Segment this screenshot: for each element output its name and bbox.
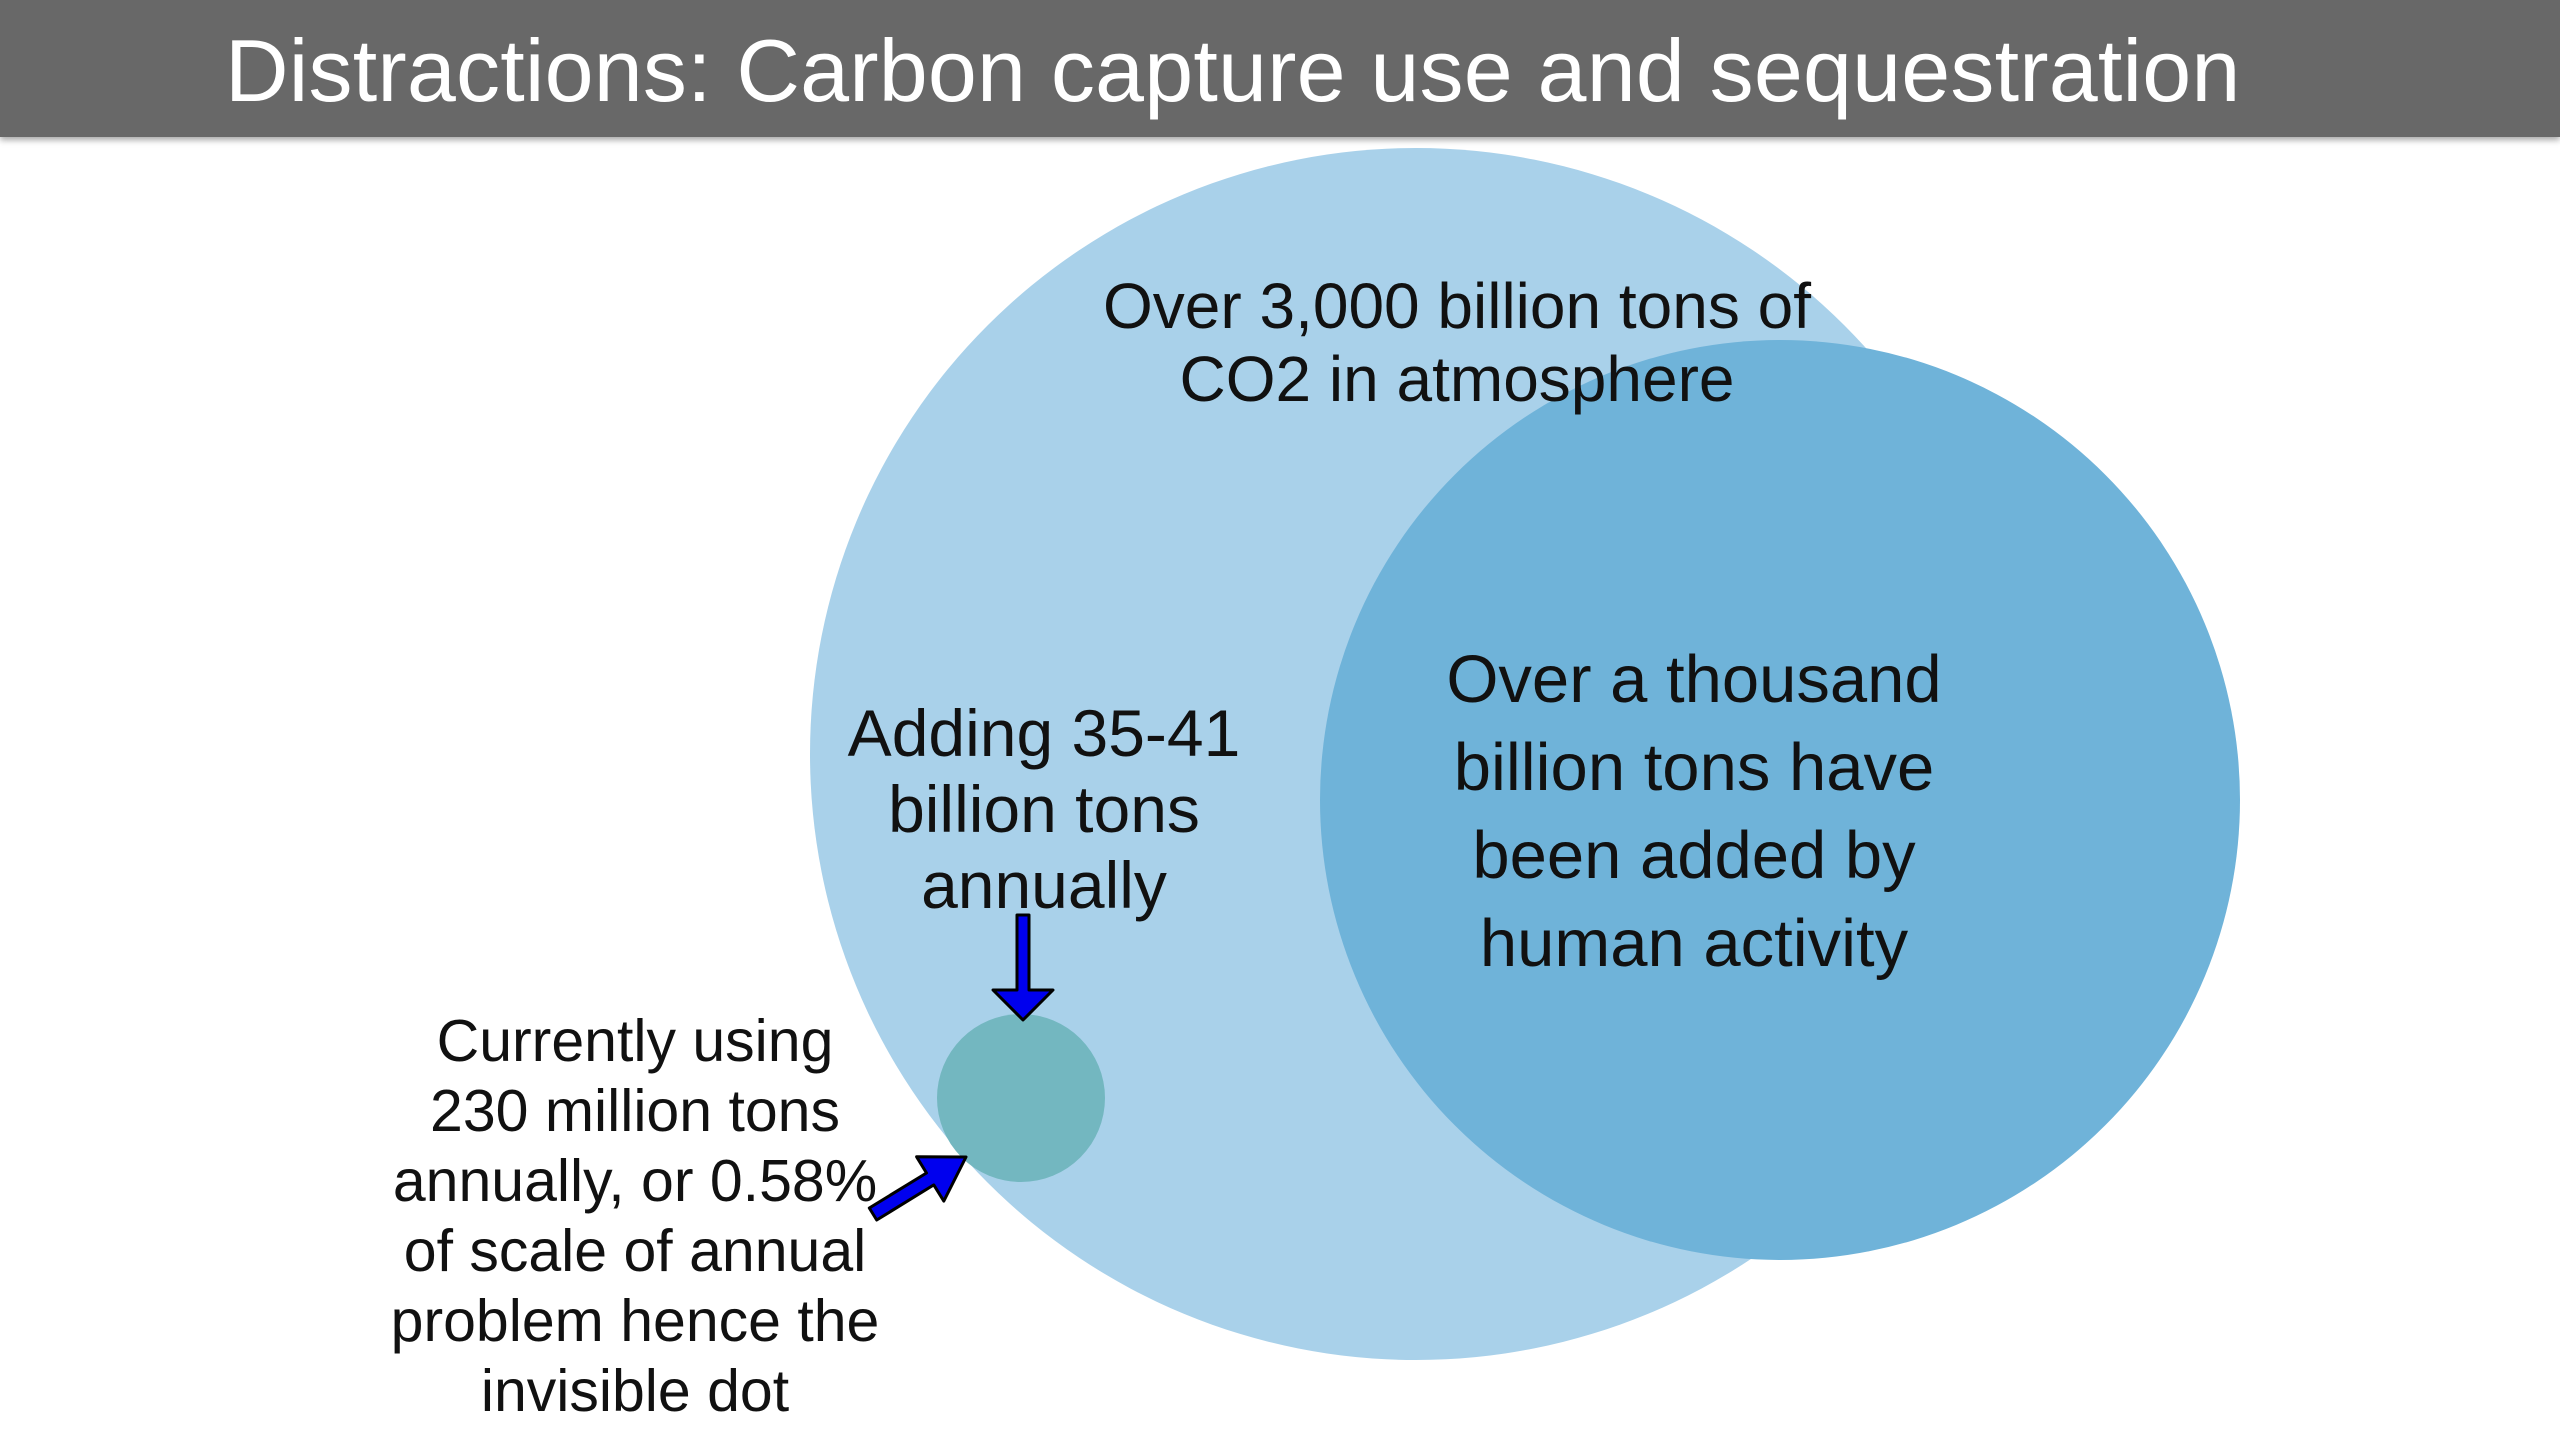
svg-text:invisible dot: invisible dot [481, 1358, 789, 1424]
svg-text:annually, or 0.58%: annually, or 0.58% [393, 1148, 877, 1214]
svg-text:Over 3,000 billion tons of: Over 3,000 billion tons of [1103, 270, 1811, 342]
svg-text:billion tons: billion tons [888, 772, 1200, 846]
svg-text:Over a thousand: Over a thousand [1446, 642, 1941, 717]
svg-text:been added by: been added by [1472, 818, 1916, 893]
svg-text:human activity: human activity [1480, 906, 1909, 981]
svg-text:230 million tons: 230 million tons [430, 1078, 840, 1144]
svg-text:of scale of annual: of scale of annual [404, 1218, 867, 1284]
svg-text:billion tons have: billion tons have [1454, 730, 1934, 805]
svg-text:annually: annually [921, 848, 1167, 922]
svg-text:problem hence the: problem hence the [391, 1288, 880, 1354]
svg-text:Adding 35-41: Adding 35-41 [848, 696, 1241, 770]
svg-text:CO2 in atmosphere: CO2 in atmosphere [1180, 343, 1735, 415]
svg-text:Currently using: Currently using [437, 1008, 834, 1074]
